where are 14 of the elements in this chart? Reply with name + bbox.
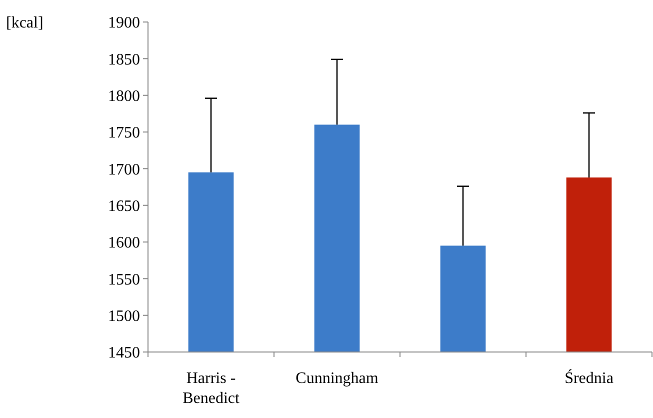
y-tick-label: 1850 [108, 51, 140, 68]
y-tick-label: 1450 [108, 344, 140, 362]
y-tick-label: 1800 [108, 88, 140, 105]
x-tick-label: Cunningham [296, 370, 379, 387]
y-tick-label: 1750 [108, 124, 140, 142]
x-tick-label: Harris - Benedict [182, 370, 240, 407]
y-tick-label: 1500 [108, 308, 140, 325]
y-axis-title: [kcal] [6, 14, 44, 32]
y-tick-label: 1900 [108, 14, 140, 32]
x-tick-label: Średnia [564, 369, 614, 387]
y-tick-label: 1600 [108, 234, 140, 252]
y-tick-label: 1550 [108, 271, 140, 288]
y-tick-label: 1700 [108, 161, 140, 178]
y-tick-label: 1650 [108, 198, 140, 215]
